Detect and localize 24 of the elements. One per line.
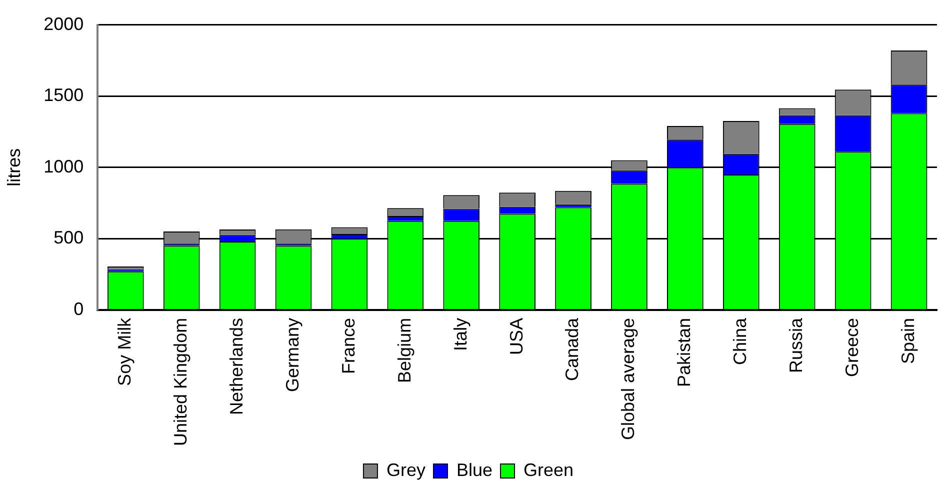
x-tick-label: France (338, 318, 358, 374)
x-tick-label: Netherlands (226, 318, 247, 415)
legend-label: Grey (386, 460, 426, 480)
y-axis-title: litres (4, 148, 24, 186)
y-tick-label: 0 (74, 298, 84, 319)
x-tick-label: Italy (450, 318, 470, 351)
x-tick-label: China (730, 316, 750, 365)
legend-label: Blue (456, 460, 493, 480)
y-tick-label: 1000 (44, 156, 84, 176)
x-tick-label: Spain (898, 318, 918, 364)
x-tick-label: United Kingdom (170, 318, 191, 446)
y-tick-label: 2000 (44, 14, 84, 34)
legend-label: Green (524, 460, 574, 480)
x-tick-label: Germany (282, 318, 302, 392)
x-tick-label: Soy Milk (114, 316, 135, 386)
x-tick-label: USA (506, 318, 526, 355)
x-tick-label: Russia (786, 316, 806, 373)
y-tick-label: 1500 (44, 85, 84, 106)
y-tick-label: 500 (54, 228, 84, 248)
x-tick-label: Pakistan (674, 318, 694, 387)
x-tick-label: Belgium (394, 318, 414, 383)
x-tick-label: Greece (842, 318, 862, 377)
x-tick-label: Global average (618, 318, 638, 440)
x-tick-label: Canada (562, 316, 582, 381)
